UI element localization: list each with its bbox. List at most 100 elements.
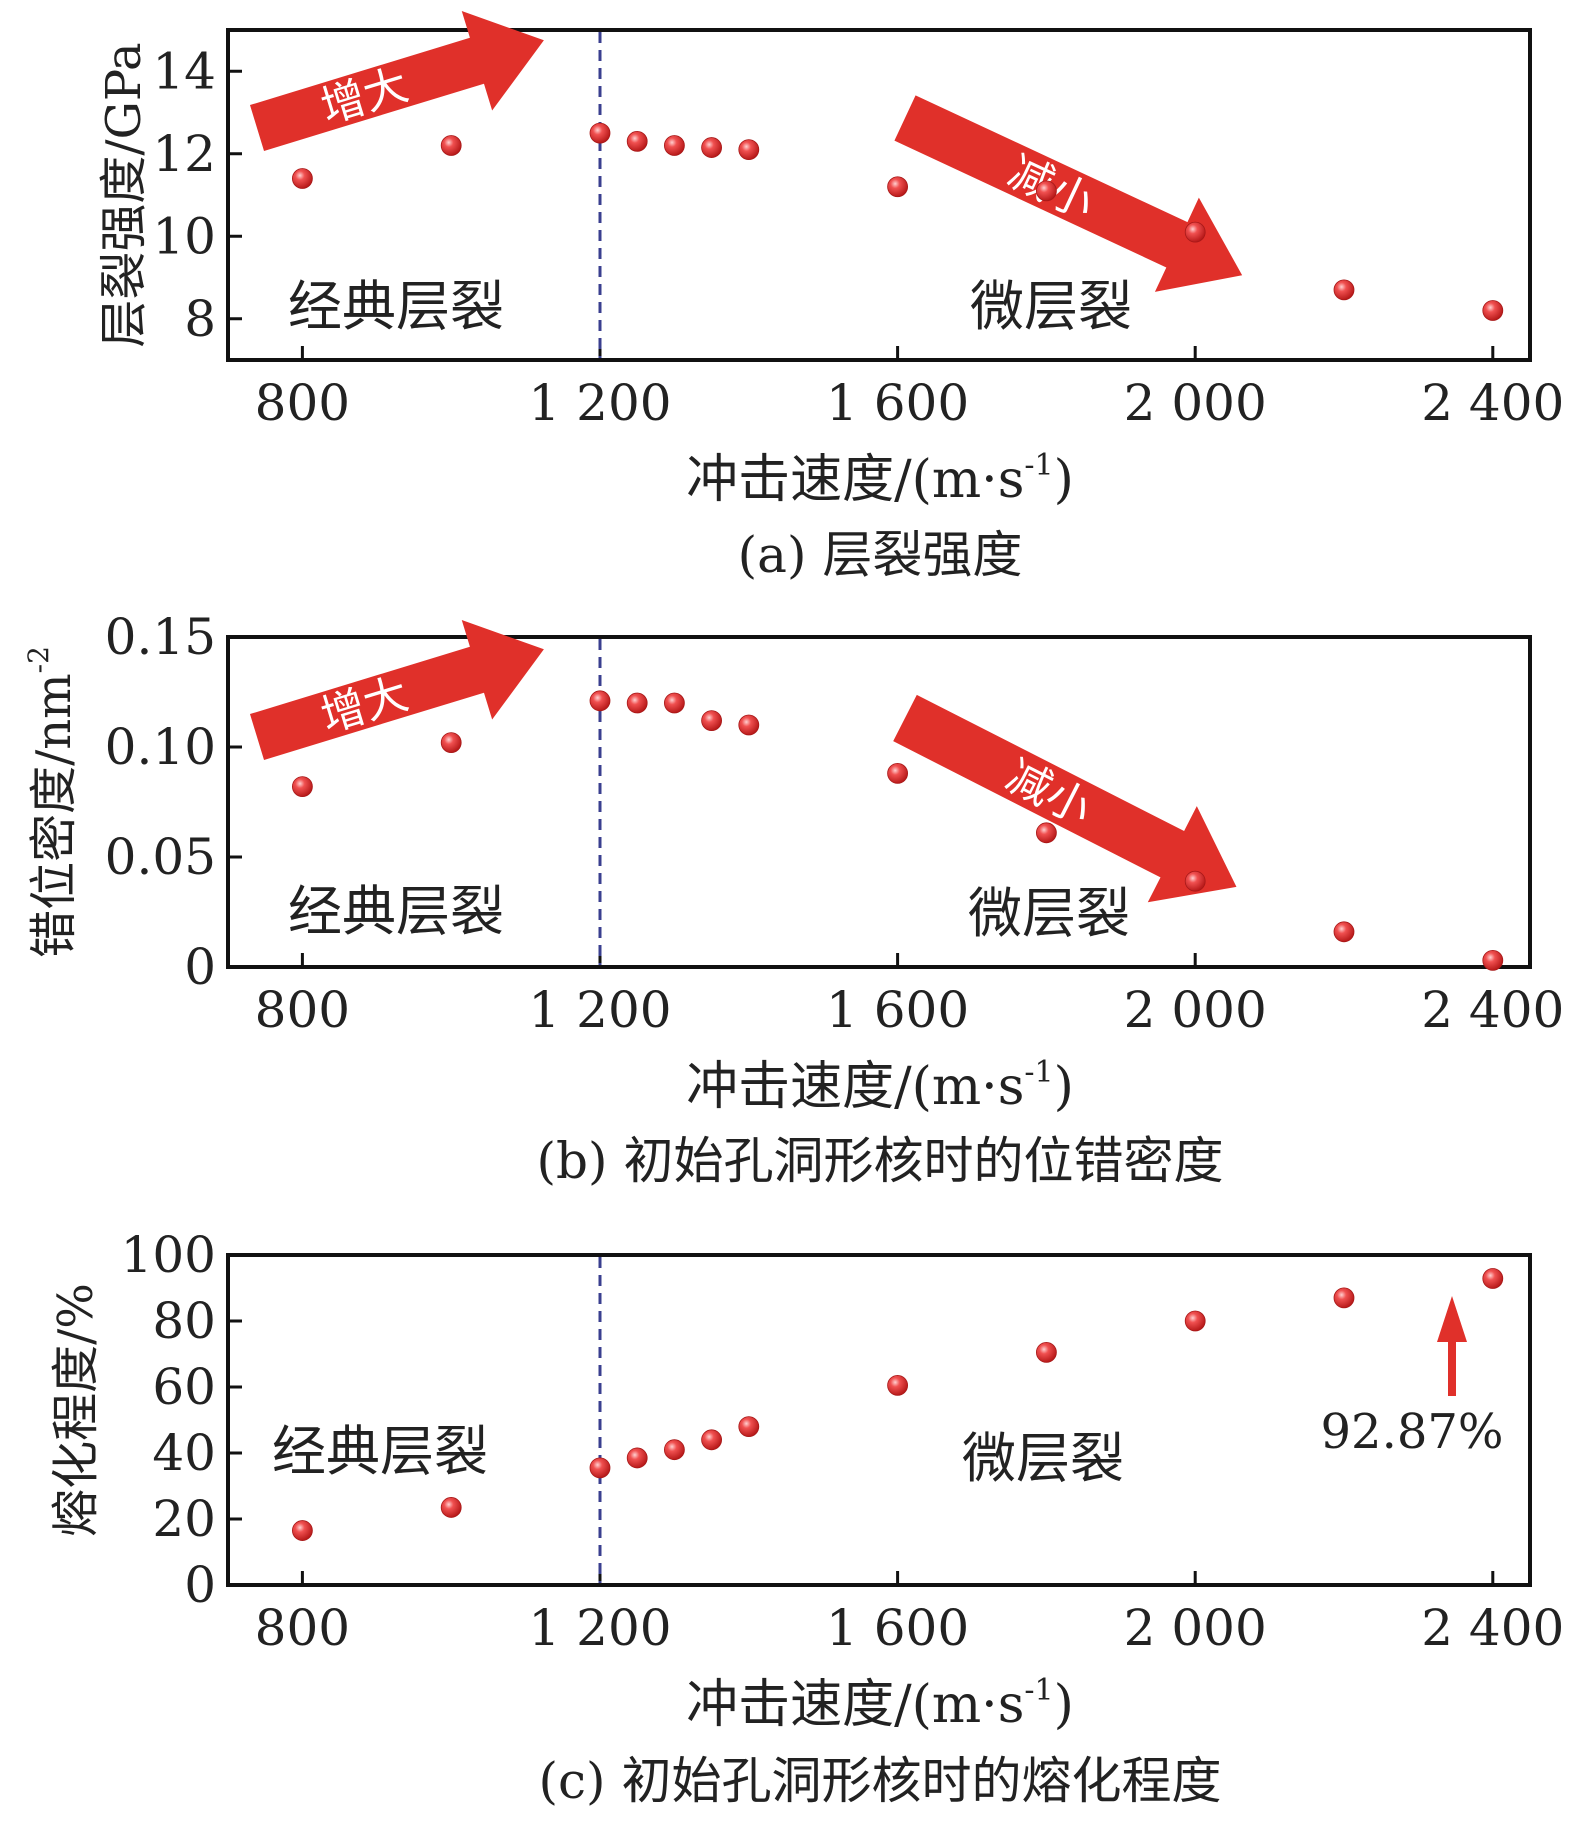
data-point [664,692,685,714]
y-tick-label: 10 [152,207,216,265]
data-point [1482,950,1504,971]
x-tick-label: 2 000 [1124,374,1267,432]
data-points-c [291,1268,1504,1541]
y-axis-label-sup-b: -2 [22,646,55,673]
x-tick-label: 1 600 [826,1599,969,1657]
data-point [887,1374,908,1396]
region-label-classic-b: 经典层裂 [288,880,504,943]
region-label-classic-a: 经典层裂 [288,275,504,338]
data-point [589,690,611,712]
data-point [291,776,313,797]
y-tick-label: 0.05 [105,828,216,886]
x-axis-label-sup-c: -1 [1024,1673,1053,1708]
x-tick-labels-a: 800 1 200 1 600 2 000 2 400 [255,374,1565,432]
x-axis-label-sup-a: -1 [1024,448,1053,483]
x-tick-label: 1 200 [528,374,671,432]
y-tick-label: 60 [152,1358,216,1416]
data-point [626,130,648,152]
decrease-arrow-shape-b [893,694,1237,903]
increase-arrow-shape-a [249,11,544,151]
data-point [738,139,760,161]
data-point [291,168,313,189]
plot-frame-a [226,28,1532,362]
y-axis-label-a: 层裂强度/GPa [96,42,152,347]
x-axis-label-b: 冲击速度/(m·s-1) [686,1055,1074,1117]
data-point [440,135,462,156]
x-tick-label: 2 400 [1421,374,1564,432]
x-tick-label: 800 [255,981,350,1039]
caption-a: (a) 层裂强度 [738,526,1023,584]
x-tick-label: 1 600 [826,981,969,1039]
data-point [1333,1287,1355,1309]
y-tick-label: 8 [184,290,216,348]
data-point [1482,300,1504,321]
plot-frame-c [226,1253,1532,1587]
x-tick-label: 800 [255,1599,350,1657]
region-label-micro-c: 微层裂 [962,1427,1124,1490]
y-tick-label: 12 [152,125,216,183]
x-tick-label: 1 200 [528,1599,671,1657]
y-tick-label: 40 [152,1424,216,1482]
annotation-arrow-shaft-c [1448,1338,1456,1396]
data-point [1333,279,1355,301]
data-point [589,122,611,144]
data-point [701,1429,722,1451]
data-point [1333,921,1355,943]
data-point [738,714,760,736]
y-tick-label: 14 [152,42,216,100]
x-axis-label-end-b: ) [1054,1057,1074,1117]
increase-arrow-label-a: 增大 [315,59,414,134]
data-point [291,1520,313,1541]
y-tick-marks-a [228,69,242,321]
data-point [1036,180,1057,202]
x-axis-label-main-b: 冲击速度/(m·s [686,1057,1024,1117]
increase-arrow-b: 增大 [249,620,544,760]
x-tick-label: 2 400 [1421,981,1564,1039]
y-tick-label: 80 [152,1292,216,1350]
data-point [626,1447,648,1469]
x-tick-marks-c [300,1571,1495,1585]
data-point [738,1416,760,1437]
annotation-arrow-head-c [1437,1296,1467,1342]
data-point [626,692,648,714]
data-point [1482,1268,1504,1289]
data-point [1184,1310,1206,1332]
y-tick-marks-b [228,635,242,969]
data-point [701,710,722,731]
region-label-classic-c: 经典层裂 [272,1420,488,1483]
data-point [1036,1341,1057,1363]
y-tick-labels-a: 8 10 12 14 [152,42,216,348]
y-tick-label: 0.15 [105,608,216,666]
x-axis-label-end-c: ) [1054,1675,1074,1735]
y-axis-label-c: 熔化程度/% [48,1283,104,1537]
y-tick-label: 0 [184,938,216,996]
x-tick-label: 800 [255,374,350,432]
x-tick-marks-b [300,953,1495,967]
plot-frame-b [226,635,1532,969]
x-tick-label: 1 200 [528,981,671,1039]
data-points-b [291,690,1504,971]
data-point [1184,870,1206,892]
caption-b: (b) 初始孔洞形核时的位错密度 [537,1132,1224,1190]
data-point [701,137,722,158]
y-tick-labels-b: 0 0.05 0.10 0.15 [105,608,216,996]
x-tick-label: 1 600 [826,374,969,432]
caption-c: (c) 初始孔洞形核时的熔化程度 [539,1752,1222,1810]
decrease-arrow-shape-a [894,95,1243,292]
increase-arrow-label-b: 增大 [315,668,414,743]
x-axis-label-end-a: ) [1054,450,1074,510]
panel-c: 经典层裂 微层裂 92.87% 800 1 200 1 600 2 000 2 400 … [48,1226,1564,1810]
data-point [440,732,462,753]
data-point [664,1439,685,1461]
y-tick-labels-c: 0 20 40 60 80 100 [121,1226,216,1614]
data-point [887,763,908,784]
data-point [440,1497,462,1518]
x-tick-label: 2 000 [1124,1599,1267,1657]
increase-arrow-a: 增大 [249,11,544,151]
x-tick-label: 2 000 [1124,981,1267,1039]
x-axis-label-main-a: 冲击速度/(m·s [686,450,1024,510]
y-tick-label: 100 [121,1226,216,1284]
y-tick-label: 0.10 [105,718,216,776]
